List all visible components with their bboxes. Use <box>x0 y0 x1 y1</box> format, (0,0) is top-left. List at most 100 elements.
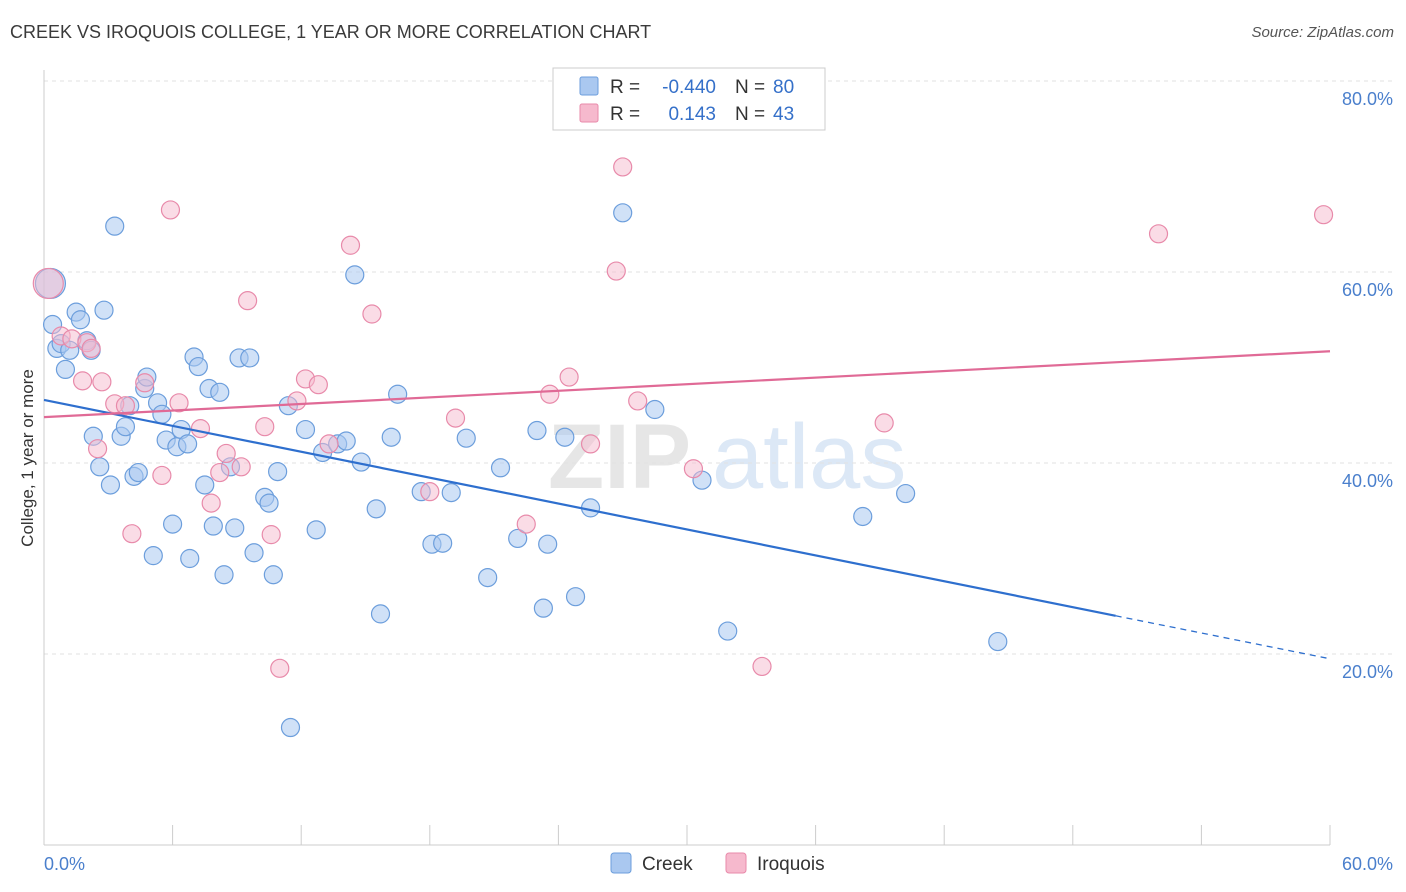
iroquois-point <box>606 261 626 281</box>
creek-point <box>268 461 288 482</box>
creek-point <box>94 300 114 320</box>
creek-point <box>90 457 110 477</box>
iroquois-point <box>135 373 155 393</box>
y-tick-label-60: 60.0% <box>1342 280 1393 300</box>
iroquois-point <box>308 375 328 395</box>
watermark-zip: ZIP <box>548 406 691 508</box>
watermark-atlas: atlas <box>712 406 906 508</box>
iroquois-point <box>628 391 648 411</box>
creek-point <box>527 420 547 441</box>
creek-point <box>225 518 245 538</box>
bottom-legend-iroquois-swatch <box>725 852 747 874</box>
creek-point <box>336 431 356 451</box>
y-tick-label-20: 20.0% <box>1342 662 1393 682</box>
trendlines <box>43 350 1331 660</box>
iroquois-point <box>87 439 108 459</box>
creek-point <box>295 419 316 440</box>
legend-iroquois-swatch <box>579 103 599 123</box>
legend-creek-r-label: R = <box>610 77 640 98</box>
creek-point <box>645 399 665 420</box>
y-tick-label-80: 80.0% <box>1342 89 1393 109</box>
iroquois-point <box>1313 205 1334 225</box>
bottom-legend-creek-swatch <box>610 852 632 874</box>
iroquois-point <box>540 384 560 404</box>
iroquois-point <box>160 200 181 220</box>
legend-iroquois-r-value: 0.143 <box>668 104 716 125</box>
iroquois-point <box>362 304 382 324</box>
creek-point <box>538 534 558 554</box>
iroquois-point <box>874 413 894 433</box>
chart-title: CREEK VS IROQUOIS COLLEGE, 1 YEAR OR MOR… <box>10 22 652 42</box>
legend-creek-r-value: -0.440 <box>662 77 716 98</box>
iroquois-point <box>115 396 136 416</box>
creek-point <box>345 265 365 285</box>
iroquois-point <box>516 514 536 534</box>
y-tick-labels: 20.0% 40.0% 60.0% 80.0% <box>1342 89 1393 682</box>
creek-point <box>180 548 200 569</box>
iroquois-trendline <box>43 350 1331 419</box>
iroquois-point <box>580 434 601 454</box>
x-tick-label-max: 60.0% <box>1342 854 1393 874</box>
creek-point <box>244 543 264 563</box>
creek-point <box>456 428 476 448</box>
creek-point <box>143 546 163 566</box>
creek-point <box>259 493 279 513</box>
iroquois-point <box>445 408 466 428</box>
creek-point <box>55 359 76 380</box>
correlation-legend: R = -0.440 N = 80 R = 0.143 N = 43 <box>552 67 826 131</box>
creek-point <box>433 533 453 553</box>
iroquois-point <box>1148 224 1169 244</box>
iroquois-point <box>152 465 172 486</box>
creek-point <box>203 516 223 536</box>
creek-point <box>306 520 326 540</box>
iroquois-point <box>210 462 230 483</box>
creek-point <box>988 631 1008 652</box>
iroquois-points <box>32 157 1334 678</box>
legend-iroquois-r-label: R = <box>610 104 640 125</box>
creek-point <box>366 499 386 519</box>
creek-point <box>178 434 198 454</box>
iroquois-point <box>319 434 339 454</box>
iroquois-point <box>340 235 361 255</box>
creek-point <box>128 462 148 483</box>
creek-point <box>381 427 401 447</box>
creek-point <box>533 598 553 618</box>
iroquois-point <box>238 291 258 311</box>
iroquois-point <box>201 493 221 513</box>
legend-iroquois-n-label: N = <box>735 104 765 125</box>
creek-point <box>188 356 208 377</box>
legend-iroquois-n-value: 43 <box>773 104 794 125</box>
creek-point <box>280 717 301 738</box>
y-tick-label-40: 40.0% <box>1342 471 1393 491</box>
iroquois-point <box>255 417 275 437</box>
creek-point <box>100 475 121 495</box>
creek-point <box>370 604 391 624</box>
creek-trendline <box>43 398 1116 617</box>
iroquois-point <box>261 525 281 545</box>
source-label: Source: ZipAtlas.com <box>1251 24 1394 41</box>
creek-point <box>490 458 511 478</box>
creek-point <box>613 203 633 223</box>
iroquois-point <box>270 658 290 678</box>
iroquois-point <box>169 393 189 413</box>
legend-creek-n-label: N = <box>735 77 765 98</box>
creek-point <box>388 384 408 404</box>
creek-point <box>718 621 738 641</box>
creek-trendline-extension <box>1115 615 1331 660</box>
creek-point <box>478 567 498 588</box>
creek-point <box>565 587 586 607</box>
creek-point <box>210 382 230 402</box>
creek-point <box>163 514 183 534</box>
iroquois-point <box>92 372 112 392</box>
creek-point <box>555 427 575 447</box>
creek-point <box>105 216 125 236</box>
iroquois-point <box>287 391 307 411</box>
creek-point <box>441 483 461 503</box>
iroquois-point <box>683 459 704 479</box>
creek-point <box>152 404 172 424</box>
iroquois-point <box>216 443 236 464</box>
iroquois-point <box>752 656 772 677</box>
iroquois-point <box>231 457 251 477</box>
y-axis-label: College, 1 year or more <box>18 369 37 547</box>
